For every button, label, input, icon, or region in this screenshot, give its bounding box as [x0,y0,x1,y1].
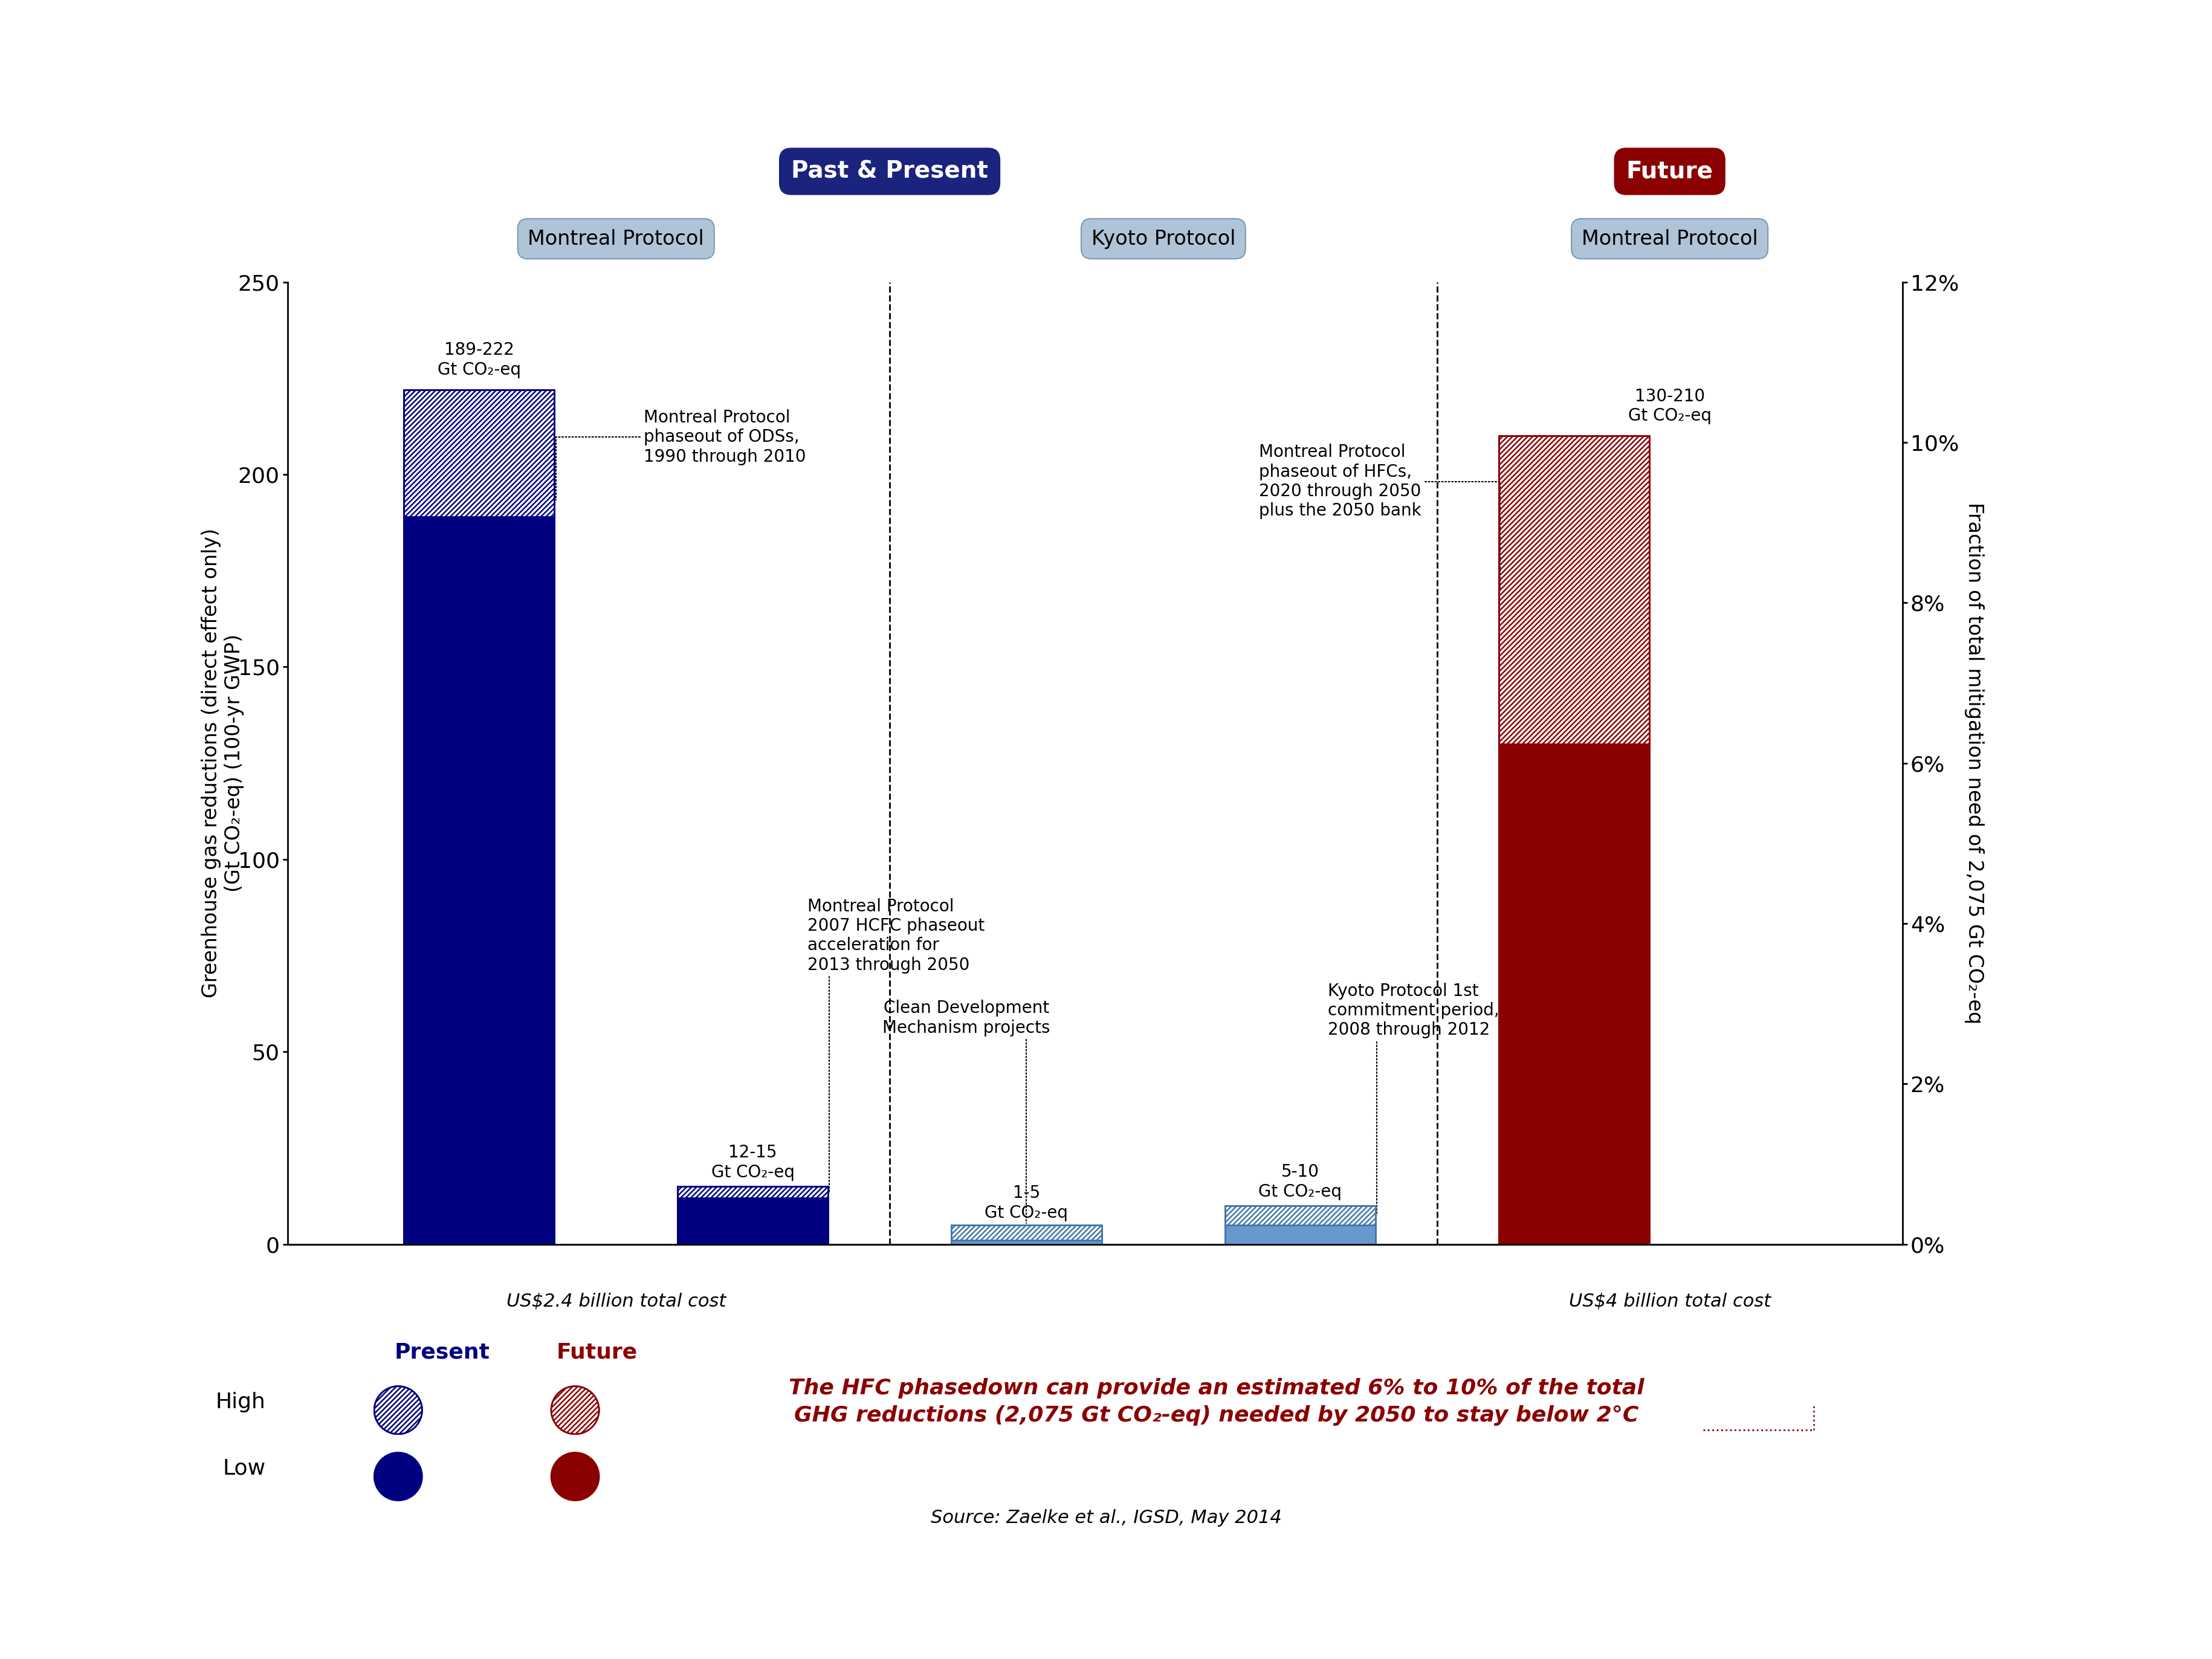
Text: Montreal Protocol
phaseout of HFCs,
2020 through 2050
plus the 2050 bank: Montreal Protocol phaseout of HFCs, 2020… [1259,443,1500,589]
Text: Kyoto Protocol: Kyoto Protocol [1091,229,1237,249]
Text: US$2.4 billion total cost: US$2.4 billion total cost [507,1292,726,1311]
Bar [1498,436,1650,743]
Text: Montreal Protocol: Montreal Protocol [1582,229,1759,249]
Bar [1498,436,1650,1244]
Bar [405,390,555,1244]
Text: Source: Zaelke et al., IGSD, May 2014: Source: Zaelke et al., IGSD, May 2014 [931,1510,1281,1526]
Ellipse shape [551,1453,599,1500]
Text: High: High [215,1392,265,1412]
Text: 12-15
Gt CO₂-eq: 12-15 Gt CO₂-eq [710,1145,794,1181]
Bar [1225,1224,1376,1244]
Text: 1-5
Gt CO₂-eq: 1-5 Gt CO₂-eq [984,1185,1068,1221]
Text: 130-210
Gt CO₂-eq: 130-210 Gt CO₂-eq [1628,388,1712,425]
Bar [951,1224,1102,1244]
Polygon shape [551,1387,599,1433]
Text: Montreal Protocol
phaseout of ODSs,
1990 through 2010: Montreal Protocol phaseout of ODSs, 1990… [555,410,805,499]
Text: Clean Development
Mechanism projects: Clean Development Mechanism projects [883,1000,1051,1223]
Y-axis label: Greenhouse gas reductions (direct effect only)
(Gt CO₂-eq) (100-yr GWP): Greenhouse gas reductions (direct effect… [201,528,243,999]
Text: 5-10
Gt CO₂-eq: 5-10 Gt CO₂-eq [1259,1163,1343,1199]
Text: Future: Future [1626,159,1714,182]
Ellipse shape [551,1387,599,1433]
Bar [1498,743,1650,1244]
Bar [1225,1206,1376,1224]
Text: Kyoto Protocol 1st
commitment period,
2008 through 2012: Kyoto Protocol 1st commitment period, 20… [1327,982,1500,1214]
Text: US$4 billion total cost: US$4 billion total cost [1568,1292,1770,1311]
Text: Past & Present: Past & Present [792,159,989,182]
Ellipse shape [374,1453,422,1500]
Bar [677,1198,827,1244]
Text: 189-222
Gt CO₂-eq: 189-222 Gt CO₂-eq [438,342,520,378]
Text: The HFC phasedown can provide an estimated 6% to 10% of the total
GHG reductions: The HFC phasedown can provide an estimat… [790,1379,1644,1425]
Bar [951,1224,1102,1241]
Ellipse shape [374,1387,422,1433]
Bar [677,1186,827,1244]
Text: Montreal Protocol: Montreal Protocol [529,229,703,249]
Bar [1225,1206,1376,1244]
Polygon shape [374,1387,422,1433]
Text: Present: Present [394,1342,491,1362]
Bar [677,1186,827,1198]
Bar [405,518,555,1244]
Text: Montreal Protocol
2007 HCFC phaseout
acceleration for
2013 through 2050: Montreal Protocol 2007 HCFC phaseout acc… [807,898,984,1193]
Bar [951,1241,1102,1244]
Y-axis label: Fraction of total mitigation need of 2,075 Gt CO₂-eq: Fraction of total mitigation need of 2,0… [1964,503,1984,1024]
Bar [405,390,555,518]
Text: Future: Future [557,1342,637,1362]
Text: Low: Low [223,1458,265,1478]
